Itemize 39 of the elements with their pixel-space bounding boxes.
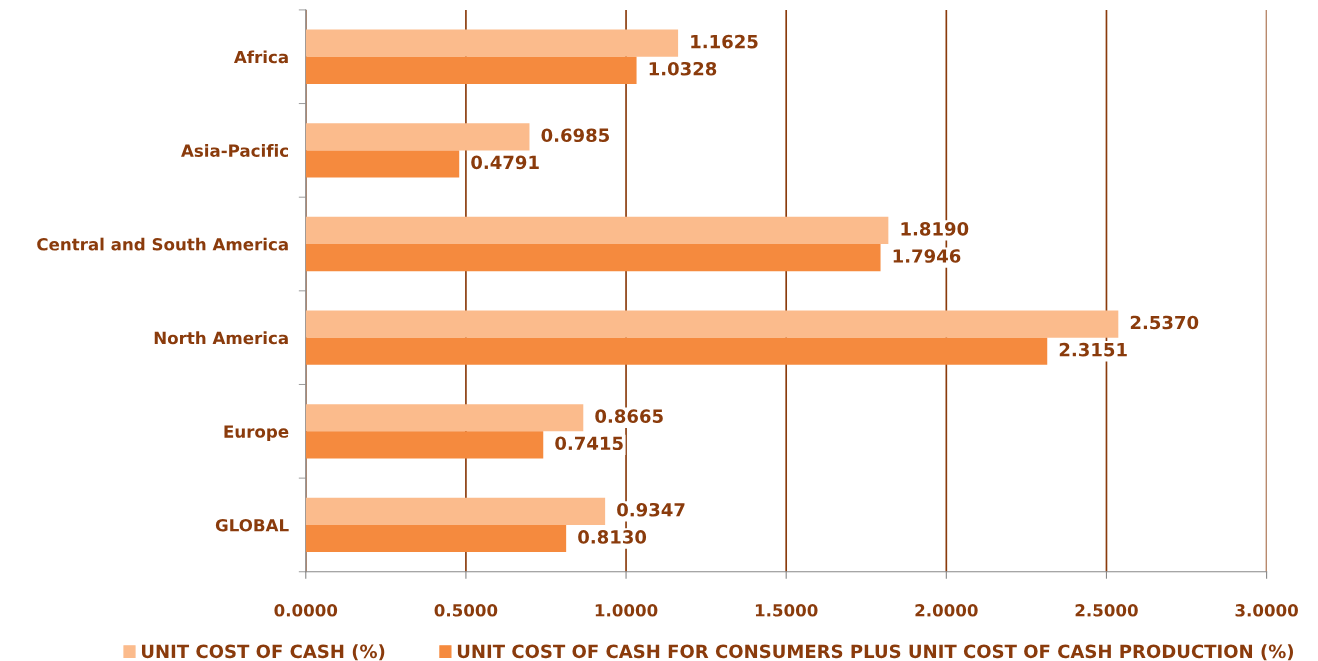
data-label: 0.4791 — [471, 155, 539, 170]
x-tick-label: 1.5000 — [755, 604, 818, 617]
y-tick-label: Africa — [233, 50, 288, 64]
data-label: 0.8665 — [595, 409, 663, 423]
y-tick-label: North America — [154, 331, 288, 345]
data-label: 0.9347 — [617, 502, 685, 517]
y-tick-label: Central and South America — [37, 237, 288, 251]
y-tick-label: GLOBAL — [215, 518, 289, 532]
bar — [305, 56, 637, 84]
bar — [305, 244, 881, 272]
data-label: 1.1625 — [691, 34, 758, 49]
bar — [305, 29, 679, 57]
x-tick-label: 2.0000 — [915, 604, 978, 617]
bar — [305, 404, 584, 432]
data-label: 2.3151 — [1059, 342, 1127, 357]
data-label: 0.6985 — [541, 128, 610, 143]
data-label: 2.5370 — [1130, 315, 1199, 330]
x-tick-label: 2.5000 — [1075, 604, 1138, 617]
bar — [305, 337, 1048, 365]
bar — [305, 310, 1119, 338]
y-tick-label: Asia-Pacific — [181, 144, 288, 157]
bar — [305, 524, 567, 553]
x-tick-label: 0.0000 — [274, 604, 338, 617]
legend-label: UNIT COST OF CASH (%) — [141, 644, 385, 661]
data-label: 0.7415 — [555, 436, 623, 451]
x-tick-label: 1.0000 — [595, 604, 658, 617]
data-label: 1.8190 — [901, 222, 969, 236]
y-tick-label: Europe — [224, 425, 289, 442]
bar — [305, 123, 530, 151]
data-label: 1.0328 — [649, 61, 717, 76]
bar — [305, 150, 460, 178]
data-label: 1.7946 — [893, 249, 961, 263]
bar — [305, 216, 889, 245]
x-tick-label: 0.5000 — [434, 604, 498, 617]
legend-label: UNIT COST OF CASH FOR CONSUMERS PLUS UNIT COST OF CASH PRODUCTION (%) — [457, 644, 1293, 661]
data-label: 0.8130 — [578, 530, 647, 544]
x-tick-label: 3.0000 — [1235, 604, 1298, 617]
bar — [305, 431, 544, 459]
bar — [305, 497, 606, 525]
